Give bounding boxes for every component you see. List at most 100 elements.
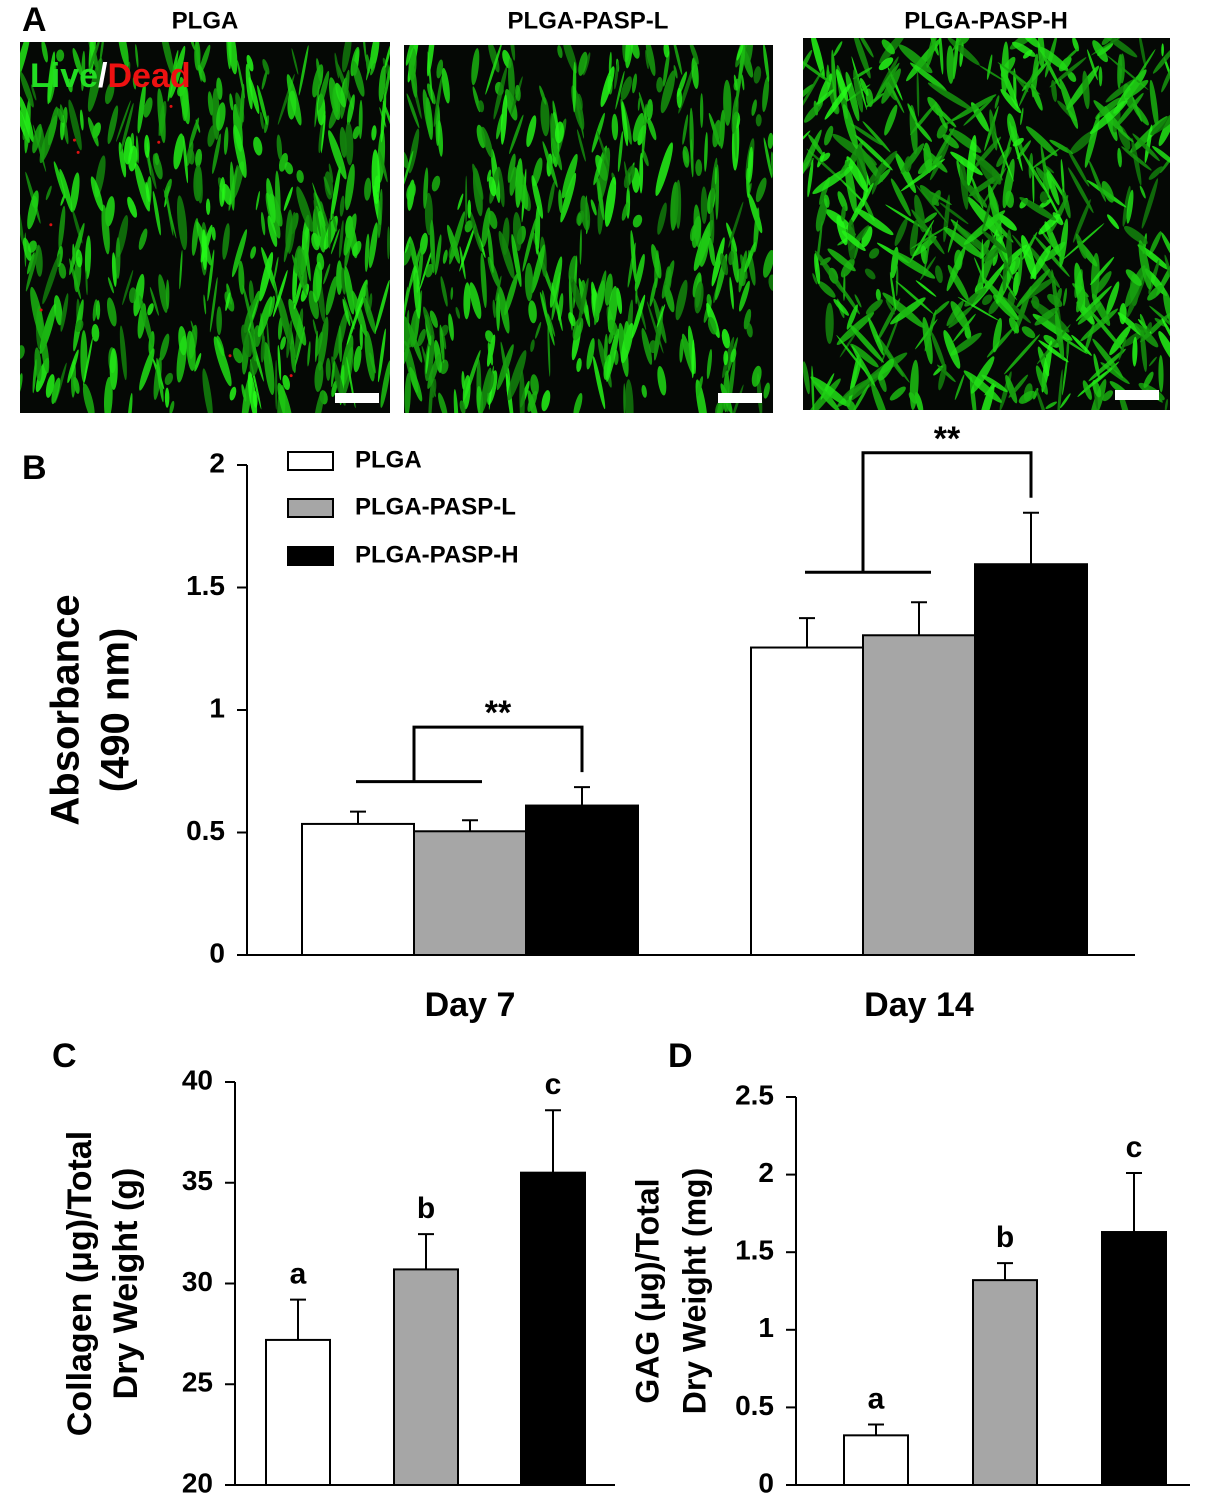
cell xyxy=(173,133,184,170)
cell xyxy=(122,269,134,306)
cell xyxy=(884,104,898,136)
cell xyxy=(947,220,958,253)
cell xyxy=(75,319,84,333)
legend-swatch xyxy=(287,451,334,471)
cell xyxy=(803,49,813,75)
y-tick-label: 30 xyxy=(182,1266,213,1297)
image-title: PLGA-PASP-L xyxy=(508,7,669,34)
cell xyxy=(296,186,314,232)
cell xyxy=(27,252,35,275)
cell xyxy=(1080,308,1119,342)
cell xyxy=(1075,285,1112,322)
cell xyxy=(1105,78,1137,103)
cell xyxy=(606,328,619,382)
cell xyxy=(261,70,268,90)
cell xyxy=(647,117,657,141)
cell xyxy=(202,368,213,413)
cell xyxy=(1140,329,1147,373)
cell xyxy=(1045,401,1058,409)
cell xyxy=(286,320,293,359)
cell xyxy=(267,215,278,247)
cell xyxy=(1164,398,1168,410)
cell xyxy=(35,244,43,277)
cell xyxy=(1132,133,1160,162)
cell xyxy=(485,45,503,95)
scale-bar xyxy=(335,393,379,403)
cell xyxy=(810,38,825,79)
annotation: b xyxy=(996,1221,1014,1254)
cell xyxy=(542,141,558,188)
cell xyxy=(632,214,643,228)
y-tick-label: 35 xyxy=(182,1165,213,1196)
cell xyxy=(645,49,649,70)
cell xyxy=(850,123,883,146)
cell xyxy=(197,64,206,83)
cell xyxy=(283,186,293,211)
cell xyxy=(950,332,982,356)
cell xyxy=(203,294,207,315)
cell xyxy=(1100,362,1130,385)
cell xyxy=(621,101,629,147)
cell xyxy=(371,125,377,141)
cell xyxy=(615,70,625,110)
cell xyxy=(339,126,347,158)
y-tick-label: 40 xyxy=(182,1064,213,1095)
cell xyxy=(728,201,744,248)
cell xyxy=(188,117,200,149)
cell xyxy=(712,119,721,148)
cell xyxy=(429,310,438,328)
cell xyxy=(691,215,702,249)
cell xyxy=(103,376,113,413)
cell xyxy=(672,45,683,75)
cell xyxy=(846,182,874,230)
cell xyxy=(488,210,498,229)
cell xyxy=(405,309,410,341)
cell xyxy=(1149,305,1170,332)
cell xyxy=(641,384,647,398)
cell xyxy=(276,134,283,160)
cell xyxy=(841,205,846,222)
cell xyxy=(339,195,345,217)
cell xyxy=(966,134,977,186)
legend-slash: / xyxy=(98,57,108,95)
cell xyxy=(1106,281,1120,315)
cell xyxy=(604,333,608,362)
cell xyxy=(540,96,550,137)
cell xyxy=(576,358,582,372)
cell xyxy=(481,126,493,158)
y-tick-label: 0 xyxy=(758,1467,774,1498)
cell xyxy=(678,64,695,114)
cell xyxy=(405,45,415,66)
cell xyxy=(824,125,834,146)
cell xyxy=(138,295,154,346)
cell xyxy=(868,317,884,356)
cell xyxy=(186,330,196,372)
cell xyxy=(679,338,684,363)
cell xyxy=(1141,178,1159,229)
cell xyxy=(814,250,846,295)
cell xyxy=(331,360,335,388)
cell xyxy=(404,150,414,187)
legend-label: PLGA-PASP-H xyxy=(355,541,519,568)
bar xyxy=(750,646,864,957)
cell xyxy=(932,300,950,316)
cell xyxy=(763,137,773,179)
cell xyxy=(1019,197,1057,221)
cell xyxy=(417,328,426,347)
cell xyxy=(751,365,762,387)
y-tick-label: 20 xyxy=(182,1467,213,1498)
cell xyxy=(325,276,337,316)
cell xyxy=(842,378,872,399)
annotation: c xyxy=(1126,1131,1143,1164)
cell xyxy=(334,52,340,79)
scale-bar xyxy=(718,393,762,403)
cell xyxy=(170,45,186,99)
cell xyxy=(1163,289,1170,327)
cell xyxy=(382,100,390,133)
cell xyxy=(561,153,578,199)
cell xyxy=(846,304,858,330)
micrograph xyxy=(404,45,773,413)
cell xyxy=(107,277,114,294)
cell xyxy=(504,88,518,121)
cell xyxy=(639,152,644,194)
